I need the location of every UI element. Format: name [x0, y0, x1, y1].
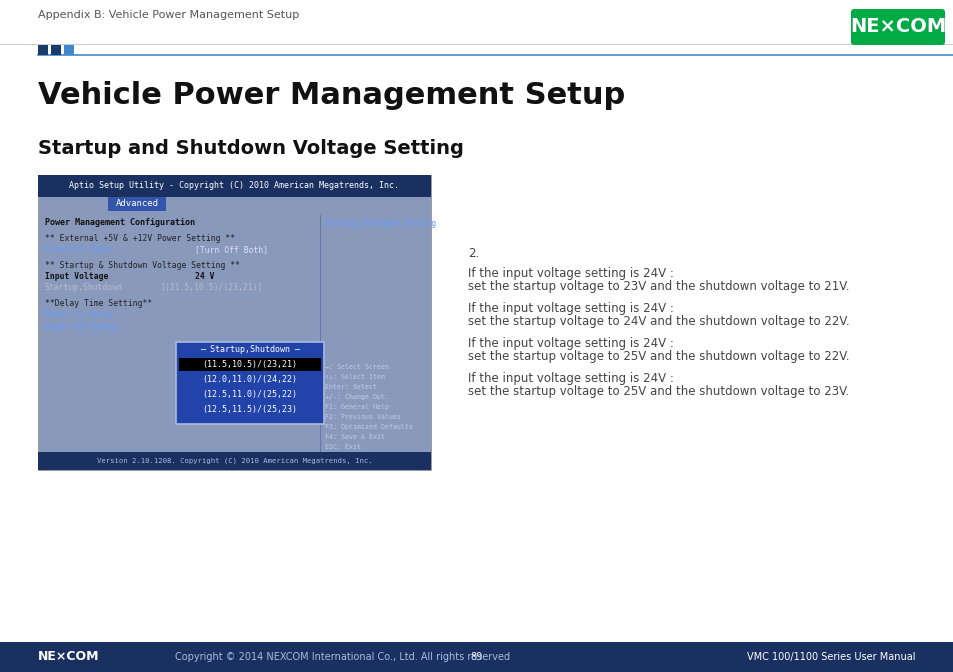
Text: NE×COM: NE×COM — [849, 17, 945, 36]
Text: Power Management Configuration: Power Management Configuration — [45, 218, 194, 227]
Text: **Delay Time Setting**: **Delay Time Setting** — [45, 299, 152, 308]
FancyBboxPatch shape — [850, 9, 944, 45]
Text: ↑↓: Select Item: ↑↓: Select Item — [325, 374, 385, 380]
Bar — [51, 45, 61, 55]
Text: Advanced: Advanced — [115, 200, 158, 208]
Text: Vehicle Power Management Setup: Vehicle Power Management Setup — [38, 81, 624, 110]
Text: If the input voltage setting is 24V :: If the input voltage setting is 24V : — [468, 267, 673, 280]
Bar — [38, 45, 48, 55]
Text: ↔: Select Screen: ↔: Select Screen — [325, 364, 389, 370]
Text: Power On Delay: Power On Delay — [45, 310, 113, 319]
Text: F3: Optimized Defaults: F3: Optimized Defaults — [325, 424, 413, 430]
Text: F2: Previous Values: F2: Previous Values — [325, 414, 400, 420]
Text: Appendix B: Vehicle Power Management Setup: Appendix B: Vehicle Power Management Set… — [38, 10, 299, 20]
Text: ** External +5V & +12V Power Setting **: ** External +5V & +12V Power Setting ** — [45, 234, 234, 243]
Text: +/-: Change Opt.: +/-: Change Opt. — [325, 394, 389, 400]
Text: Enter: Select: Enter: Select — [325, 384, 376, 390]
Text: (11.5,10.5)/(23,21): (11.5,10.5)/(23,21) — [202, 360, 297, 369]
Bar — [38, 175, 431, 197]
Bar — [179, 358, 320, 371]
Text: F4: Save & Exit: F4: Save & Exit — [325, 434, 385, 440]
Text: External Power: External Power — [45, 245, 113, 254]
Text: Startup,Shutdown Setting: Startup,Shutdown Setting — [325, 219, 436, 228]
Bar — [38, 175, 431, 470]
Text: VMC 100/1100 Series User Manual: VMC 100/1100 Series User Manual — [747, 652, 915, 662]
Text: ─ Startup,Shutdown ─: ─ Startup,Shutdown ─ — [200, 345, 299, 354]
Text: (12.5,11.0)/(25,22): (12.5,11.0)/(25,22) — [202, 390, 297, 399]
Text: If the input voltage setting is 24V :: If the input voltage setting is 24V : — [468, 337, 673, 350]
Bar — [0, 642, 953, 672]
Text: 2.: 2. — [468, 247, 478, 260]
Text: If the input voltage setting is 24V :: If the input voltage setting is 24V : — [468, 302, 673, 315]
Text: Power Off Delay: Power Off Delay — [45, 323, 118, 332]
Text: ESC: Exit: ESC: Exit — [325, 444, 360, 450]
Bar — [64, 45, 74, 55]
Bar — [108, 197, 166, 211]
Text: (12.5,11.5)/(25,23): (12.5,11.5)/(25,23) — [202, 405, 297, 414]
Text: Version 2.10.1208. Copyright (C) 2010 American Megatrends, Inc.: Version 2.10.1208. Copyright (C) 2010 Am… — [96, 458, 372, 464]
Text: NE×COM: NE×COM — [38, 650, 99, 663]
Text: ** Startup & Shutdown Voltage Setting **: ** Startup & Shutdown Voltage Setting ** — [45, 261, 240, 270]
Text: 89: 89 — [471, 652, 482, 662]
Text: [Turn Off Both]: [Turn Off Both] — [194, 245, 268, 254]
Text: set the startup voltage to 24V and the shutdown voltage to 22V.: set the startup voltage to 24V and the s… — [468, 315, 849, 328]
Text: If the input voltage setting is 24V :: If the input voltage setting is 24V : — [468, 372, 673, 385]
Text: set the startup voltage to 25V and the shutdown voltage to 23V.: set the startup voltage to 25V and the s… — [468, 385, 848, 398]
Text: (12.0,11.0)/(24,22): (12.0,11.0)/(24,22) — [202, 375, 297, 384]
Text: Startup,Shutdown: Startup,Shutdown — [45, 283, 123, 292]
Text: Aptio Setup Utility - Copyright (C) 2010 American Megatrends, Inc.: Aptio Setup Utility - Copyright (C) 2010… — [70, 181, 399, 190]
Text: 24 V: 24 V — [194, 272, 214, 281]
Bar — [175, 342, 324, 424]
Text: [(11.5,10.5)/(23,21)]: [(11.5,10.5)/(23,21)] — [160, 283, 262, 292]
Text: Startup and Shutdown Voltage Setting: Startup and Shutdown Voltage Setting — [38, 138, 463, 157]
Bar — [38, 452, 431, 470]
Text: Input Voltage: Input Voltage — [45, 272, 109, 281]
Text: set the startup voltage to 25V and the shutdown voltage to 22V.: set the startup voltage to 25V and the s… — [468, 350, 848, 363]
Text: set the startup voltage to 23V and the shutdown voltage to 21V.: set the startup voltage to 23V and the s… — [468, 280, 848, 293]
Text: Copyright © 2014 NEXCOM International Co., Ltd. All rights reserved: Copyright © 2014 NEXCOM International Co… — [174, 652, 510, 662]
Text: F1: General Help: F1: General Help — [325, 404, 389, 410]
